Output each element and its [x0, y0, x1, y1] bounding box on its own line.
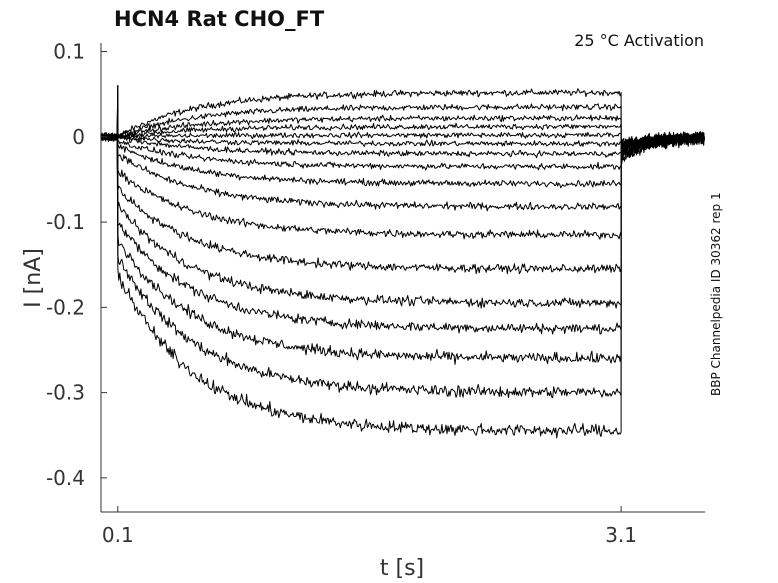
chart-title: HCN4 Rat CHO_FT — [114, 7, 325, 31]
y-tick-label: -0.1 — [46, 210, 85, 234]
ticks: 0.1 0 -0.1 -0.2 -0.3 -0.4 0.1 3.1 — [46, 40, 637, 547]
trace-line — [100, 132, 705, 439]
y-tick-label: -0.2 — [46, 295, 85, 319]
trace-line — [100, 133, 705, 365]
side-label: BBP Channelpedia ID 30362 rep 1 — [709, 192, 723, 396]
x-axis-label: t [s] — [380, 556, 424, 581]
traces — [100, 85, 705, 439]
axes — [100, 43, 705, 513]
x-tick-label: 3.1 — [605, 523, 637, 547]
trace-line — [100, 85, 705, 159]
trace-line — [100, 132, 705, 309]
trace-line — [100, 85, 705, 148]
x-tick-label: 0.1 — [102, 523, 134, 547]
y-tick-label: -0.4 — [46, 466, 85, 490]
y-tick-label: 0 — [72, 125, 85, 149]
trace-line — [100, 133, 705, 240]
y-tick-label: -0.3 — [46, 381, 85, 405]
annotation-temperature: 25 °C Activation — [574, 31, 704, 50]
y-tick-label: 0.1 — [53, 40, 85, 64]
trace-line — [100, 85, 705, 148]
y-axis-label: I [nA] — [21, 248, 46, 308]
